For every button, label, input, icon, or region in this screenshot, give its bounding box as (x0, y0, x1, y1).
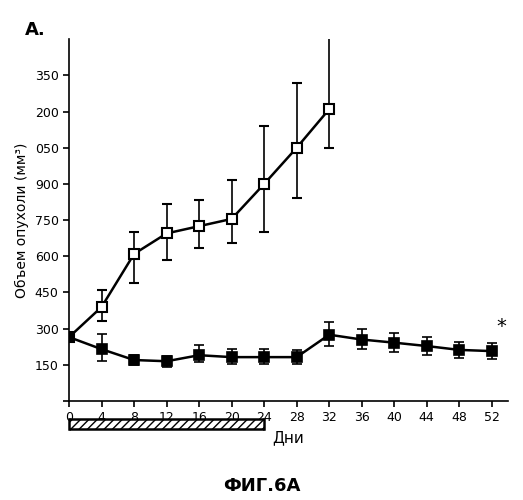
Text: А.: А. (25, 21, 46, 39)
X-axis label: Дни: Дни (272, 430, 304, 445)
Text: *: * (497, 317, 506, 336)
Y-axis label: Объем опухоли (мм³): Объем опухоли (мм³) (15, 142, 29, 298)
Text: ФИГ.6А: ФИГ.6А (223, 477, 300, 495)
FancyBboxPatch shape (69, 418, 264, 430)
